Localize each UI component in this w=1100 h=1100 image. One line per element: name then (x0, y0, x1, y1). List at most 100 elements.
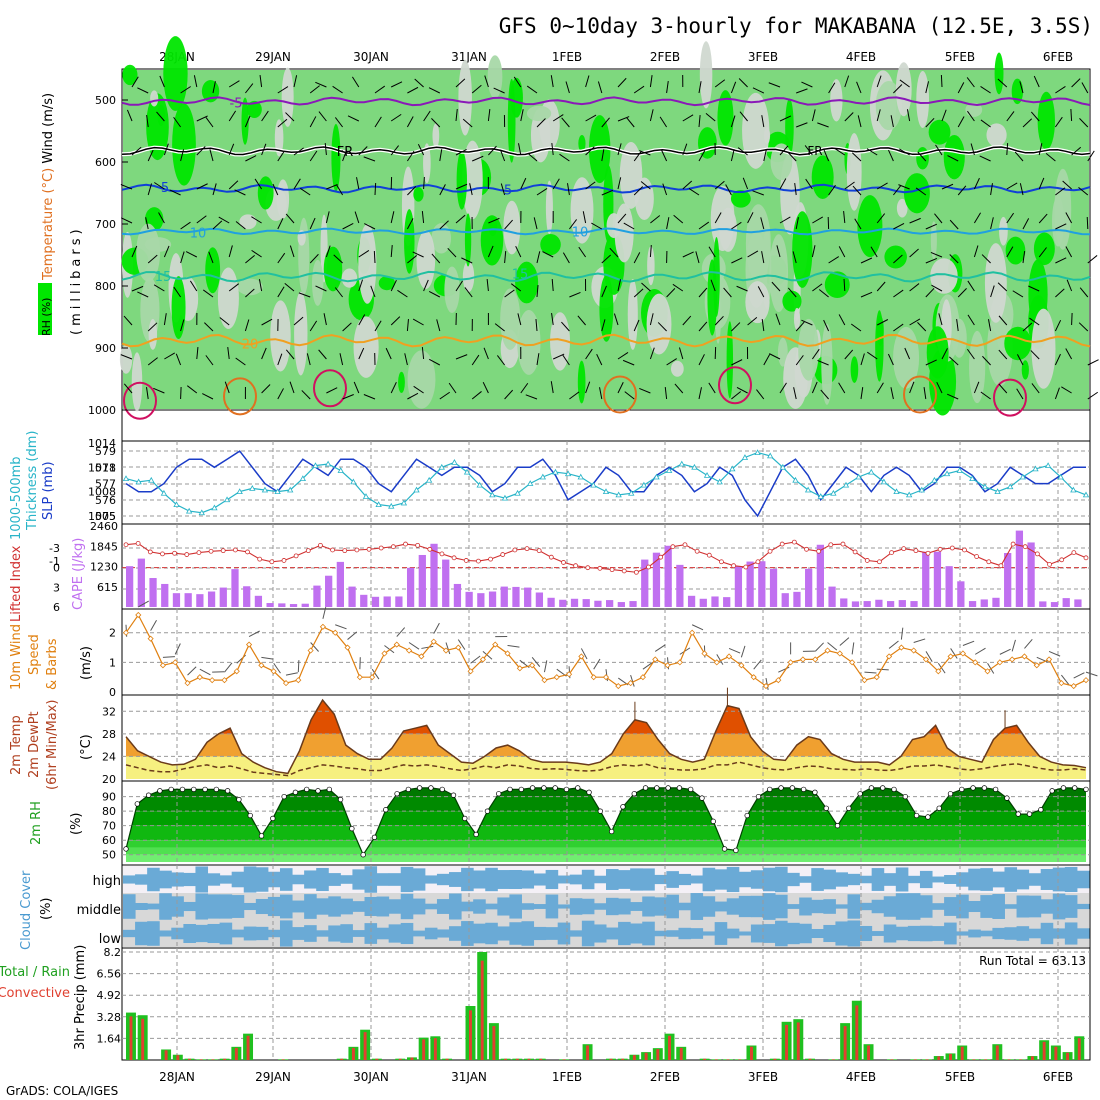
wind-barb (455, 183, 468, 190)
precip-conv-bar (398, 1058, 402, 1060)
rh-patch (916, 70, 930, 128)
wind-barb (909, 283, 920, 292)
cloud-cell (895, 926, 909, 941)
wind-barb (261, 384, 271, 394)
wind-barb (487, 109, 491, 122)
wind-barb (940, 74, 943, 88)
panel-frame-precip (121, 947, 1091, 1061)
wind-speed-marker (898, 644, 905, 651)
wind-barb (412, 318, 424, 326)
precip-conv-bar (375, 1058, 379, 1060)
wind10m-barb (876, 668, 889, 671)
wind-barb (525, 394, 538, 400)
rh-marker (936, 805, 942, 811)
rh-patch (824, 271, 850, 299)
rh-marker (778, 785, 784, 791)
precip-tick: 8.2 (104, 946, 122, 959)
cape-bar (453, 583, 462, 607)
cloud-cell (968, 900, 981, 913)
date-tick-bottom: 28JAN (159, 1070, 195, 1084)
wind-barb (876, 75, 882, 88)
wind-barb (439, 391, 450, 400)
wind10m-barb (851, 642, 855, 655)
rh-tick: 90 (102, 791, 116, 804)
lifted-marker (658, 554, 664, 560)
thickness-marker (969, 475, 976, 482)
lifted-marker (463, 558, 469, 563)
precip-conv-bar (714, 1059, 718, 1060)
wind-barb (739, 111, 748, 122)
rh-patch (1037, 91, 1055, 150)
precip-conv-bar (469, 1010, 472, 1060)
wind-barb (455, 109, 458, 122)
wind-barb (517, 313, 522, 326)
wind-barb (776, 245, 781, 258)
rh-patch (857, 195, 883, 258)
wind-barb (811, 348, 820, 360)
lifted-marker (378, 545, 384, 551)
wind-barb (245, 254, 255, 264)
rh-patch (239, 214, 257, 230)
wind-speed-marker (590, 674, 597, 681)
wind-barb (1079, 287, 1089, 298)
wind10m-barb (138, 600, 149, 608)
wind-barb (925, 257, 938, 264)
cloud-cell (980, 930, 993, 937)
wind-barb (309, 217, 316, 230)
wind-barb (159, 75, 165, 88)
wind-barb (585, 114, 597, 122)
rh-marker (552, 785, 558, 791)
lifted-marker (439, 551, 445, 557)
cloud-cell (895, 867, 909, 892)
wind-barb (779, 178, 787, 190)
lifted-marker (536, 548, 542, 554)
lifted-marker (330, 547, 335, 553)
rh-marker (202, 786, 208, 793)
wind-barb (771, 281, 781, 292)
thickness-tick: 575 (95, 510, 116, 523)
wind-barb (617, 213, 627, 224)
cloud-cell (412, 930, 426, 937)
thickness-marker (792, 476, 799, 483)
rh-patch (456, 150, 468, 210)
wind-barb (823, 319, 830, 332)
wind-barb (1022, 251, 1026, 264)
thickness-marker (893, 488, 900, 495)
wind-speed-marker (738, 662, 745, 669)
wind-barb (353, 381, 360, 394)
slp-legend-3: SLP (mb) (41, 461, 56, 520)
wind-barb (947, 393, 959, 400)
cape-bar (886, 601, 895, 607)
wind-barb (334, 117, 343, 128)
wind-barb (941, 348, 948, 360)
wind-barb (390, 81, 403, 88)
rh-patch (903, 173, 930, 214)
wind-barb (997, 78, 1008, 88)
wind-barb (657, 322, 667, 332)
thickness-marker (943, 470, 951, 477)
thickness-marker (779, 463, 787, 470)
lifted-marker (889, 550, 894, 555)
cloud-cell (919, 925, 933, 942)
thickness-marker (741, 454, 749, 460)
wind10m-barb (543, 660, 548, 673)
wind-barb (682, 251, 694, 258)
wind-barb (698, 115, 701, 128)
wind-barb (601, 254, 612, 264)
wind-barb (180, 251, 185, 264)
wind-barb (120, 354, 133, 360)
wind-barb (439, 220, 449, 230)
thickness-marker (362, 493, 370, 499)
cloud-cell (1076, 928, 1090, 939)
wind-barb (1055, 223, 1067, 230)
cloud-cell (811, 868, 824, 891)
wind-legend-3: & Barbs (45, 638, 60, 690)
cloud-cell (775, 920, 788, 947)
wind-barb (936, 381, 943, 394)
wind-barb (358, 314, 366, 326)
cloud-cell (207, 923, 221, 944)
thickness-marker (842, 481, 850, 488)
wind-barb (1087, 359, 1099, 366)
wind-speed-marker (122, 629, 130, 636)
wind-barb (925, 81, 930, 94)
